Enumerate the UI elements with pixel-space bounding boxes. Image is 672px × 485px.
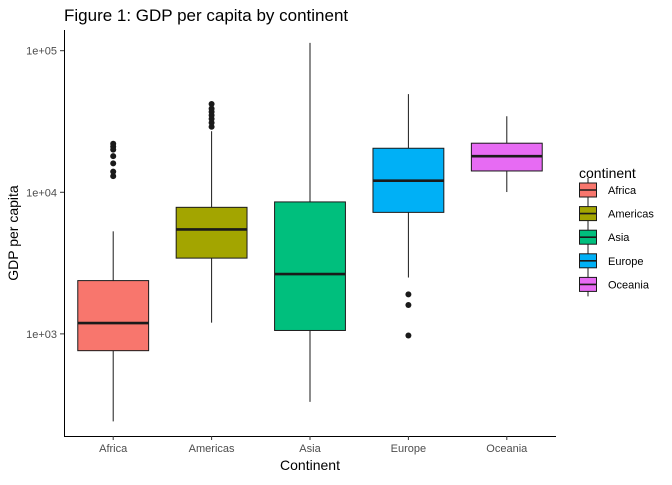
legend: continent Africa Americas Asia Europe Oceani…	[579, 165, 654, 297]
y-tick-label: 1e+05	[26, 46, 57, 58]
legend-item-asia: Asia	[579, 225, 630, 250]
y-tick-label: 1e+03	[26, 329, 57, 341]
outlier-point	[208, 123, 215, 130]
outlier-point	[208, 105, 215, 112]
box-asia	[274, 42, 346, 402]
box-oceania	[470, 116, 543, 193]
legend-label: Americas	[608, 209, 654, 221]
box-europe	[372, 94, 445, 339]
outlier-point	[405, 332, 412, 339]
x-tick-label: Africa	[99, 443, 128, 455]
legend-item-oceania: Oceania	[579, 272, 650, 297]
x-tick-label: Europe	[391, 443, 426, 455]
legend-item-americas: Americas	[579, 201, 654, 226]
outlier-point	[110, 173, 117, 180]
outlier-point	[110, 160, 117, 167]
legend-item-europe: Europe	[579, 248, 643, 273]
legend-label: Europe	[608, 256, 643, 268]
legend-title: continent	[579, 165, 636, 181]
outlier-point	[405, 301, 412, 308]
x-tick-label: Americas	[189, 443, 235, 455]
box-body	[175, 206, 248, 259]
x-axis-ticks: Africa Americas Asia Europe Oceania	[99, 436, 528, 455]
legend-item-africa: Africa	[579, 178, 637, 202]
y-axis-ticks: 1e+03 1e+04 1e+05	[26, 46, 64, 341]
legend-label: Oceania	[608, 279, 650, 291]
x-tick-label: Asia	[299, 443, 321, 455]
y-axis-title: GDP per capita	[5, 185, 21, 281]
box-africa	[77, 140, 150, 422]
box-americas	[175, 101, 248, 323]
y-tick-label: 1e+04	[26, 187, 57, 199]
chart-title: Figure 1: GDP per capita by continent	[64, 6, 348, 25]
legend-label: Asia	[608, 232, 630, 244]
outlier-point	[110, 168, 117, 175]
outlier-point	[208, 101, 215, 108]
outlier-point	[110, 153, 117, 160]
plot-area	[77, 42, 543, 422]
box-body	[77, 280, 150, 352]
x-tick-label: Oceania	[486, 443, 528, 455]
x-axis-title: Continent	[280, 457, 340, 473]
box-body	[274, 201, 346, 331]
outlier-point	[110, 140, 117, 147]
outlier-point	[405, 291, 412, 298]
legend-label: Africa	[608, 185, 637, 197]
